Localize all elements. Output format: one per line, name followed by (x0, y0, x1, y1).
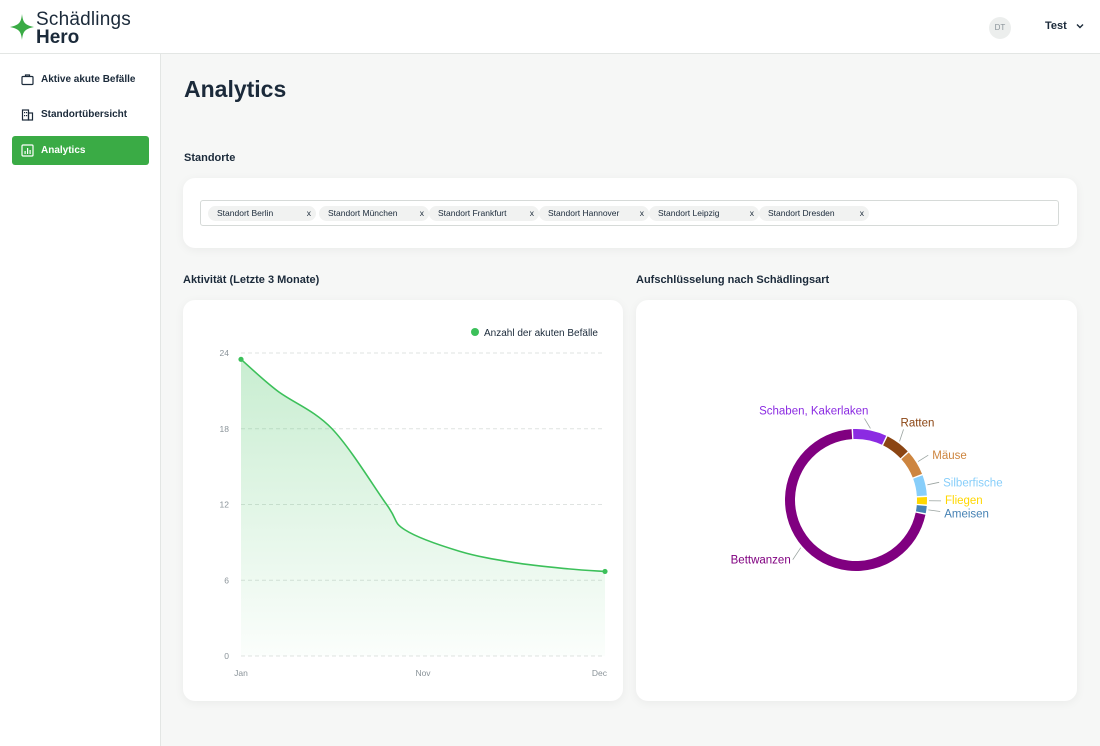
x-tick-label: Jan (234, 668, 248, 678)
location-tag: Standort Leipzig x (649, 206, 759, 221)
activity-area-chart: 0 6 12 18 24 Jan Nov Dec Anzahl der akuten Bef… (220, 328, 608, 678)
pest-donut-chart: Schaben, Kakerlaken Ratten Mäuse Silberfisc… (731, 405, 1003, 571)
location-tag-label: Standort Frankfurt (438, 208, 507, 218)
x-tick-label: Dec (592, 668, 608, 678)
pie-slice[interactable] (853, 429, 887, 445)
pie-slice[interactable] (913, 475, 927, 497)
top-bar: Schädlings Hero DT Test (0, 0, 1100, 54)
remove-tag-button[interactable]: x (749, 208, 754, 218)
locations-label: Standorte (184, 152, 236, 164)
sidebar-item-label: Standortübersicht (41, 109, 128, 120)
data-point[interactable] (602, 568, 608, 575)
locations-card: Standort Berlin x Standort München x Sta… (183, 178, 1077, 248)
data-point[interactable] (238, 356, 244, 362)
y-tick-label: 0 (224, 651, 229, 661)
pie-slice[interactable] (916, 497, 927, 505)
series-line (240, 358, 606, 573)
location-tag-label: Standort Leipzig (658, 208, 720, 218)
brand-name-line2: Hero (36, 27, 80, 48)
slice-label: Silberfische (943, 477, 1002, 489)
y-tick-label: 6 (224, 575, 229, 585)
locations-multiselect[interactable]: Standort Berlin x Standort München x Sta… (200, 200, 1059, 226)
location-tag-label: Standort Hannover (548, 208, 620, 218)
sidebar: Aktive akute Befälle Standortübersicht A… (0, 54, 161, 746)
y-tick-label: 24 (220, 348, 230, 358)
leader-line (899, 429, 904, 442)
leader-line (927, 481, 940, 486)
chevron-down-icon[interactable] (1075, 21, 1085, 31)
leader-line (917, 454, 929, 462)
location-tag: Standort Berlin x (208, 206, 316, 221)
user-menu-label[interactable]: Test (1045, 20, 1067, 32)
pie-slice[interactable] (883, 436, 908, 459)
area-fill (241, 359, 605, 656)
chart-icon (21, 144, 34, 157)
leader-line (928, 509, 941, 512)
sidebar-item-active-infestations[interactable]: Aktive akute Befälle (12, 65, 149, 94)
pie-slice[interactable] (915, 505, 927, 514)
leader-line (864, 418, 871, 429)
location-tag-label: Standort Berlin (217, 208, 274, 218)
sidebar-item-label: Aktive akute Befälle (41, 74, 136, 85)
location-tag-label: Standort München (328, 208, 398, 218)
slice-label: Ameisen (944, 509, 989, 521)
sidebar-item-analytics[interactable]: Analytics (12, 136, 149, 165)
briefcase-icon (21, 74, 34, 86)
slice-label: Schaben, Kakerlaken (759, 405, 868, 417)
sidebar-item-label: Analytics (41, 145, 86, 156)
y-tick-label: 12 (220, 500, 230, 510)
location-tag: Standort Dresden x (759, 206, 869, 221)
building-icon (21, 109, 34, 121)
legend-label[interactable]: Anzahl der akuten Befälle (484, 328, 598, 339)
slice-label: Ratten (901, 417, 935, 429)
y-tick-label: 18 (220, 424, 230, 434)
sidebar-item-locations[interactable]: Standortübersicht (12, 100, 149, 129)
pie-slice[interactable] (901, 452, 923, 478)
remove-tag-button[interactable]: x (306, 208, 311, 218)
activity-chart-card: 0 6 12 18 24 Jan Nov Dec Anzahl der akuten Bef… (183, 300, 623, 701)
star-logo-icon (10, 14, 34, 40)
remove-tag-button[interactable]: x (529, 208, 534, 218)
activity-chart-title: Aktivität (Letzte 3 Monate) (183, 274, 320, 286)
avatar[interactable]: DT (989, 17, 1011, 39)
location-tag: Standort Frankfurt x (429, 206, 539, 221)
x-tick-label: Nov (415, 668, 431, 678)
location-tag-label: Standort Dresden (768, 208, 835, 218)
slice-label: Fliegen (945, 495, 983, 507)
location-tag: Standort München x (319, 206, 429, 221)
remove-tag-button[interactable]: x (639, 208, 644, 218)
brand-logo[interactable]: Schädlings Hero (10, 8, 150, 48)
slice-label: Mäuse (932, 450, 967, 462)
brand-name-line1: Schädlings (36, 9, 131, 30)
leader-line (792, 547, 802, 560)
location-tag: Standort Hannover x (539, 206, 649, 221)
page-title: Analytics (184, 76, 287, 102)
remove-tag-button[interactable]: x (419, 208, 424, 218)
breakdown-chart-title: Aufschlüsselung nach Schädlingsart (636, 274, 830, 286)
remove-tag-button[interactable]: x (859, 208, 864, 218)
legend-marker (471, 328, 479, 336)
pest-breakdown-card: Schaben, Kakerlaken Ratten Mäuse Silberfisc… (636, 300, 1077, 701)
slice-label: Bettwanzen (731, 555, 791, 567)
